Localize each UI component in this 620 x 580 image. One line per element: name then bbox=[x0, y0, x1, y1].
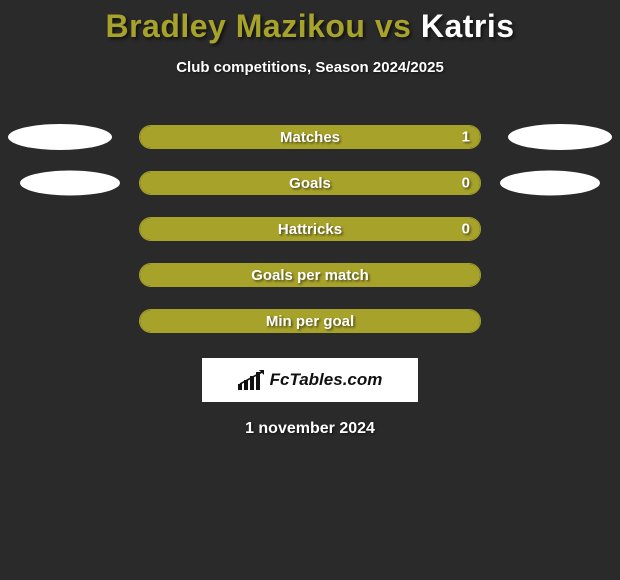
stat-value: 1 bbox=[462, 129, 470, 146]
stat-label: Hattricks bbox=[278, 221, 342, 238]
stat-row: Goals 0 bbox=[0, 160, 620, 206]
avatar-placeholder-left bbox=[8, 124, 112, 150]
stat-rows: Matches 1 Goals 0 Hattricks 0 Goals per match M… bbox=[0, 114, 620, 344]
avatar-placeholder-left bbox=[20, 171, 120, 196]
bar-chart-icon bbox=[238, 370, 264, 390]
stat-label: Goals bbox=[289, 175, 331, 192]
stat-bar: Goals 0 bbox=[139, 171, 481, 195]
player-1-name: Bradley Mazikou bbox=[105, 8, 365, 44]
stat-value: 0 bbox=[462, 175, 470, 192]
avatar-placeholder-right bbox=[508, 124, 612, 150]
stat-row: Matches 1 bbox=[0, 114, 620, 160]
logo-text: FcTables.com bbox=[270, 370, 383, 390]
stat-bar: Min per goal bbox=[139, 309, 481, 333]
title-vs: vs bbox=[365, 8, 420, 44]
stat-bar: Goals per match bbox=[139, 263, 481, 287]
fctables-logo: FcTables.com bbox=[202, 358, 418, 402]
stat-label: Matches bbox=[280, 129, 340, 146]
generated-date: 1 november 2024 bbox=[0, 420, 620, 438]
stat-row: Min per goal bbox=[0, 298, 620, 344]
subtitle: Club competitions, Season 2024/2025 bbox=[0, 59, 620, 76]
stat-row: Goals per match bbox=[0, 252, 620, 298]
stat-label: Min per goal bbox=[266, 313, 354, 330]
stat-row: Hattricks 0 bbox=[0, 206, 620, 252]
stat-value: 0 bbox=[462, 221, 470, 238]
avatar-placeholder-right bbox=[500, 171, 600, 196]
stat-bar: Matches 1 bbox=[139, 125, 481, 149]
stat-label: Goals per match bbox=[251, 267, 369, 284]
stat-bar: Hattricks 0 bbox=[139, 217, 481, 241]
player-2-name: Katris bbox=[421, 8, 515, 44]
comparison-title: Bradley Mazikou vs Katris bbox=[0, 0, 620, 45]
